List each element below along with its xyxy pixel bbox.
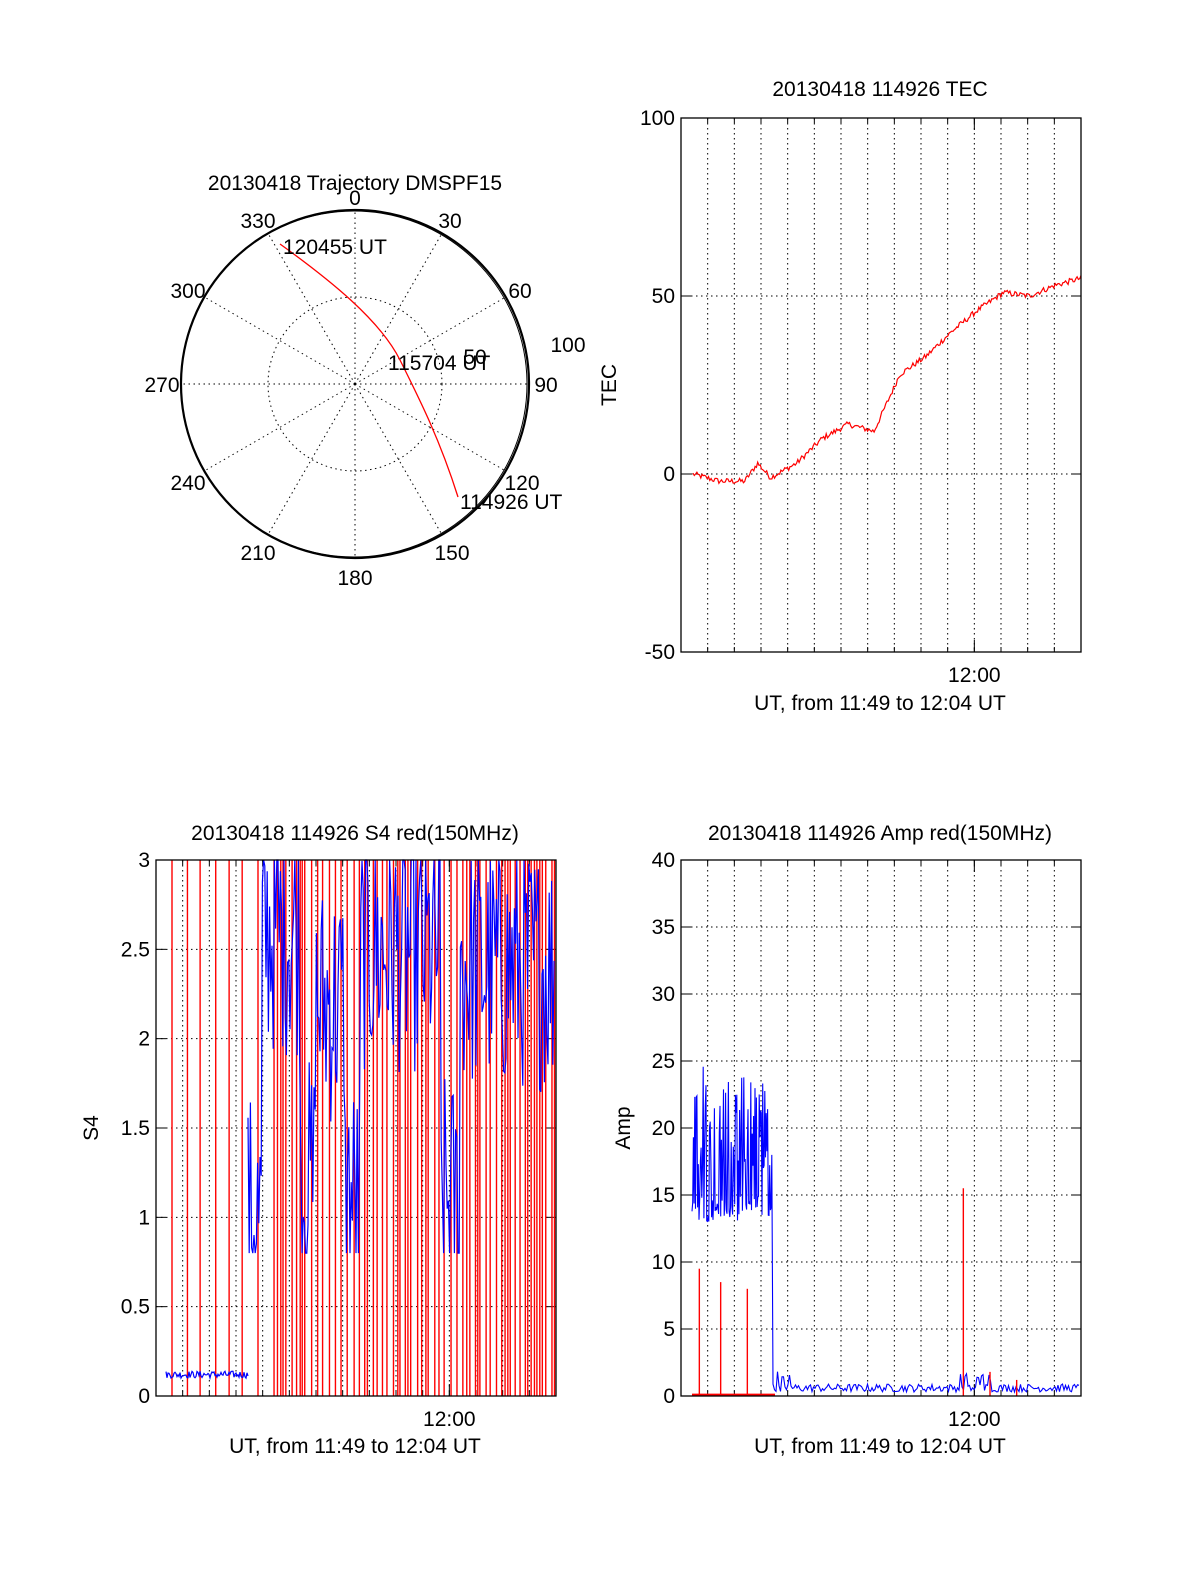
polar-spoke — [354, 296, 506, 385]
tec-ylabel: TEC — [598, 364, 621, 406]
x-tick-label: 12:00 — [948, 1408, 1001, 1431]
y-tick-label: 50 — [652, 285, 675, 308]
y-tick-label: 35 — [652, 916, 675, 939]
y-tick-label: 0 — [663, 463, 675, 486]
amp-axes-frame — [680, 859, 1082, 1397]
azimuth-label: 30 — [438, 210, 461, 233]
s4-title: 20130418 114926 S4 red(150MHz) — [191, 822, 519, 845]
trajectory-polar-plot: 20130418 Trajectory DMSPF15 0 30 60 90 120 15… — [144, 172, 585, 590]
amp-title: 20130418 114926 Amp red(150MHz) — [708, 822, 1052, 845]
azimuth-label: 120 — [504, 472, 539, 495]
y-tick-label: 15 — [652, 1184, 675, 1207]
y-tick-label: 2.5 — [121, 938, 150, 961]
y-tick-label: 1 — [138, 1206, 150, 1229]
azimuth-label: 150 — [434, 542, 469, 565]
s4-blue-late — [247, 859, 555, 1254]
y-tick-label: 2 — [138, 1028, 150, 1051]
y-tick-label: 100 — [640, 107, 675, 130]
tec-series-line — [692, 275, 1082, 485]
s4-plot: 20130418 114926 S4 red(150MHz) UT, from … — [80, 822, 557, 1458]
tec-title: 20130418 114926 TEC — [772, 78, 987, 101]
y-tick-label: -50 — [645, 641, 675, 664]
azimuth-label: 300 — [170, 280, 205, 303]
s4-ylabel: S4 — [80, 1115, 103, 1141]
amp-blue-series — [691, 1066, 1080, 1394]
trajectory-title: 20130418 Trajectory DMSPF15 — [208, 172, 502, 195]
y-tick-label: 0 — [138, 1385, 150, 1408]
polar-spoke — [204, 296, 356, 385]
azimuth-label: 210 — [240, 542, 275, 565]
amp-xlabel: UT, from 11:49 to 12:04 UT — [754, 1435, 1006, 1458]
s4-xlabel: UT, from 11:49 to 12:04 UT — [229, 1435, 481, 1458]
azimuth-label: 180 — [337, 567, 372, 590]
tec-axes-frame — [680, 117, 1082, 653]
polar-spoke — [354, 383, 506, 472]
y-tick-label: 10 — [652, 1251, 675, 1274]
azimuth-label: 0 — [349, 187, 361, 210]
azimuth-label: 240 — [170, 472, 205, 495]
y-tick-label: 0.5 — [121, 1296, 150, 1319]
y-tick-label: 3 — [138, 849, 150, 872]
amp-plot: 20130418 114926 Amp red(150MHz) UT, from… — [612, 822, 1082, 1458]
y-tick-label: 20 — [652, 1117, 675, 1140]
amp-ylabel: Amp — [612, 1106, 635, 1149]
y-tick-label: 40 — [652, 849, 675, 872]
y-tick-label: 30 — [652, 983, 675, 1006]
polar-spoke — [267, 233, 356, 385]
polar-outer-circle-inner — [180, 210, 528, 558]
y-tick-label: 1.5 — [121, 1117, 150, 1140]
trajectory-curve — [279, 243, 459, 498]
tec-plot: 20130418 114926 TEC UT, from 11:49 to 12… — [598, 78, 1082, 715]
azimuth-label: 330 — [240, 210, 275, 233]
y-tick-label: 5 — [663, 1318, 675, 1341]
annotation-start: 114926 UT — [460, 491, 563, 514]
radius-label: 50 — [463, 346, 486, 369]
annotation-mid: 115704 UT — [388, 352, 491, 375]
polar-grid-circle — [267, 296, 443, 472]
x-tick-label: 12:00 — [423, 1408, 476, 1431]
annotation-end: 120455 UT — [283, 236, 387, 259]
y-tick-label: 25 — [652, 1050, 675, 1073]
polar-spoke — [204, 383, 356, 472]
x-tick-label: 12:00 — [948, 664, 1001, 687]
radius-label: 100 — [550, 334, 585, 357]
s4-axes-frame — [155, 859, 557, 1397]
tec-xlabel: UT, from 11:49 to 12:04 UT — [754, 692, 1006, 715]
azimuth-label: 60 — [508, 280, 531, 303]
s4-blue-early — [165, 1370, 249, 1381]
polar-spoke — [354, 383, 443, 535]
azimuth-label: 270 — [144, 374, 179, 397]
y-tick-label: 0 — [663, 1385, 675, 1408]
polar-spoke — [267, 383, 356, 535]
azimuth-label: 90 — [534, 374, 557, 397]
polar-spoke — [354, 233, 443, 385]
